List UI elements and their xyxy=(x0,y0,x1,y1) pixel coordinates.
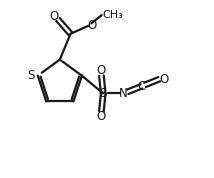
Text: O: O xyxy=(49,10,58,23)
Text: C: C xyxy=(137,80,146,93)
Text: O: O xyxy=(97,64,106,77)
Text: CH₃: CH₃ xyxy=(103,10,123,20)
Text: O: O xyxy=(88,19,97,32)
Text: O: O xyxy=(97,109,106,122)
Text: N: N xyxy=(119,87,128,100)
Text: S: S xyxy=(100,87,107,100)
Text: S: S xyxy=(27,69,35,82)
Text: O: O xyxy=(159,73,168,86)
